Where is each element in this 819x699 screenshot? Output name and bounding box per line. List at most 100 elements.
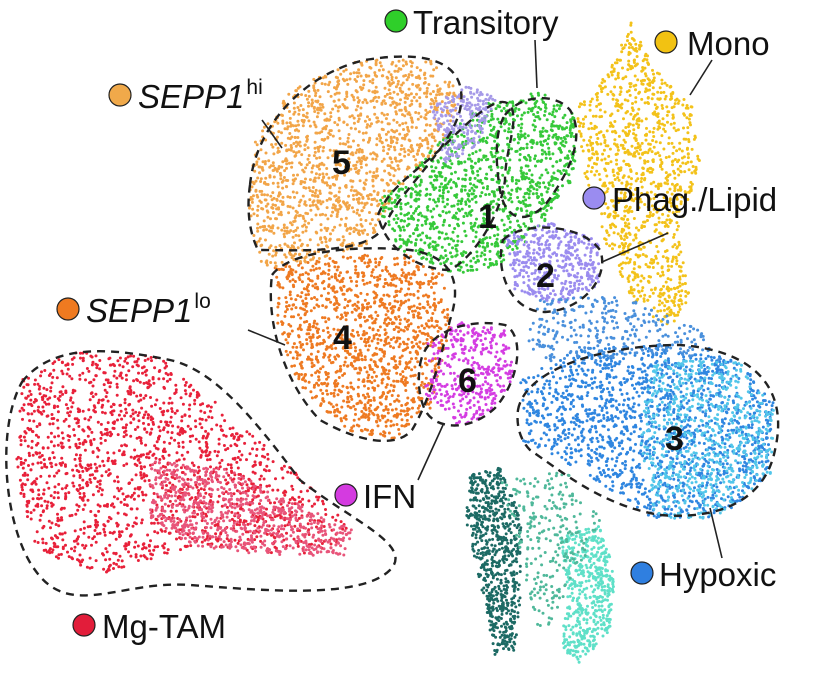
point bbox=[186, 482, 190, 486]
point bbox=[161, 449, 165, 453]
point bbox=[120, 530, 124, 534]
point bbox=[333, 539, 337, 543]
point bbox=[230, 433, 234, 436]
point bbox=[386, 362, 390, 366]
point bbox=[307, 119, 311, 123]
point bbox=[172, 461, 176, 465]
point bbox=[222, 497, 225, 501]
point bbox=[293, 372, 297, 376]
point bbox=[202, 488, 206, 492]
point bbox=[217, 494, 221, 498]
point bbox=[427, 402, 431, 406]
point bbox=[298, 353, 302, 357]
point bbox=[21, 473, 25, 477]
point bbox=[248, 503, 252, 507]
point bbox=[367, 89, 371, 93]
point bbox=[453, 103, 457, 107]
point bbox=[307, 499, 311, 503]
point bbox=[253, 538, 257, 542]
point bbox=[103, 439, 107, 442]
point bbox=[274, 477, 277, 481]
point bbox=[302, 551, 306, 555]
point bbox=[38, 385, 42, 388]
point bbox=[256, 229, 260, 233]
point bbox=[350, 185, 354, 189]
point bbox=[103, 388, 107, 392]
point bbox=[204, 418, 208, 422]
point bbox=[355, 79, 358, 83]
point bbox=[221, 513, 225, 517]
point bbox=[79, 528, 83, 531]
point bbox=[361, 254, 365, 258]
point bbox=[183, 383, 187, 387]
point bbox=[409, 70, 413, 74]
point bbox=[224, 490, 228, 494]
point bbox=[309, 309, 313, 313]
point bbox=[394, 159, 398, 163]
point bbox=[40, 504, 44, 508]
point bbox=[299, 244, 303, 248]
point bbox=[178, 517, 181, 521]
point bbox=[150, 500, 154, 504]
point bbox=[352, 387, 356, 391]
point bbox=[387, 147, 391, 151]
point bbox=[218, 461, 222, 465]
point bbox=[446, 111, 449, 115]
point bbox=[276, 528, 280, 531]
point bbox=[349, 406, 353, 410]
point bbox=[415, 306, 419, 310]
point bbox=[328, 358, 332, 362]
point bbox=[299, 343, 303, 347]
point bbox=[314, 267, 318, 271]
point bbox=[239, 503, 243, 507]
point bbox=[313, 191, 317, 195]
point bbox=[368, 211, 371, 214]
point bbox=[326, 326, 330, 330]
point bbox=[204, 450, 207, 453]
point bbox=[410, 119, 414, 122]
point bbox=[281, 534, 285, 538]
point bbox=[141, 416, 145, 420]
point bbox=[147, 423, 151, 426]
point bbox=[137, 399, 141, 403]
point bbox=[78, 459, 82, 463]
point bbox=[117, 489, 121, 493]
point bbox=[382, 285, 386, 289]
point bbox=[286, 353, 290, 357]
point bbox=[216, 480, 220, 484]
point bbox=[144, 443, 148, 447]
point bbox=[294, 298, 298, 302]
point bbox=[233, 538, 237, 542]
point bbox=[171, 424, 175, 428]
point bbox=[390, 128, 394, 132]
point bbox=[334, 543, 338, 547]
point bbox=[194, 469, 198, 473]
point bbox=[371, 226, 375, 230]
point bbox=[298, 362, 302, 366]
point bbox=[302, 546, 305, 549]
point bbox=[410, 64, 414, 68]
point bbox=[421, 372, 425, 376]
point bbox=[312, 120, 316, 124]
point bbox=[400, 268, 404, 272]
point bbox=[313, 194, 317, 198]
point bbox=[341, 527, 345, 531]
point bbox=[204, 501, 208, 505]
point bbox=[332, 528, 336, 532]
point bbox=[129, 434, 133, 438]
point bbox=[23, 483, 27, 487]
point bbox=[373, 319, 377, 323]
point bbox=[67, 491, 71, 495]
point bbox=[383, 302, 387, 306]
point bbox=[398, 362, 402, 366]
point bbox=[405, 401, 409, 405]
point bbox=[197, 503, 201, 507]
point bbox=[301, 533, 305, 537]
point bbox=[192, 502, 196, 506]
point bbox=[277, 508, 281, 512]
point bbox=[397, 345, 401, 349]
point bbox=[368, 379, 372, 383]
point bbox=[309, 390, 313, 394]
point bbox=[358, 256, 361, 260]
point bbox=[339, 417, 343, 421]
